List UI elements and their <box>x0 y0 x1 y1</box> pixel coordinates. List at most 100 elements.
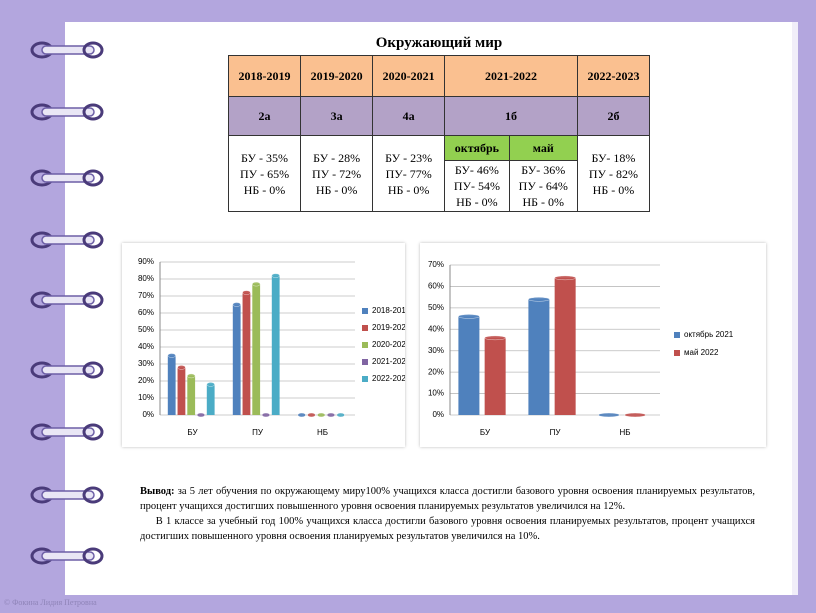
subheader: октябрь <box>444 135 510 161</box>
bar <box>177 367 186 415</box>
ring-icon <box>30 423 104 441</box>
bar-cap <box>297 412 306 418</box>
cell-line: НБ - 0% <box>456 195 498 209</box>
y-tick-label: 50% <box>138 325 154 334</box>
ring-icon <box>30 547 104 565</box>
cell-line: НБ - 0% <box>387 182 430 197</box>
legend-swatch <box>362 325 368 331</box>
bar-cap <box>624 412 646 418</box>
x-tick-label: БУ <box>187 428 198 437</box>
bar-cap <box>187 373 196 379</box>
y-tick-label: 60% <box>428 282 444 291</box>
legend-label: октябрь 2021 <box>684 330 734 339</box>
y-tick-label: 50% <box>428 303 444 312</box>
y-tick-label: 10% <box>428 389 444 398</box>
bar <box>232 304 241 415</box>
y-tick-label: 40% <box>138 342 154 351</box>
year: 2021-2022 <box>444 55 578 97</box>
ring-icon <box>30 103 104 121</box>
year: 2019-2020 <box>300 55 374 97</box>
bar <box>206 384 215 415</box>
bar <box>252 284 261 415</box>
legend-label: 2021-2022 <box>372 357 405 366</box>
cell-line: ПУ- 77% <box>385 166 432 181</box>
subheader: май <box>508 135 578 161</box>
cell-line: БУ- 18% <box>591 150 636 165</box>
cell-line: ПУ- 54% <box>453 179 500 193</box>
year: 2022-2023 <box>576 55 651 97</box>
y-tick-label: 40% <box>428 324 444 333</box>
year: 2018-2019 <box>227 55 302 97</box>
cell-line: БУ- 46% <box>454 163 499 177</box>
bar-cap <box>167 353 176 358</box>
legend-swatch <box>362 376 368 382</box>
y-tick-label: 10% <box>138 393 154 402</box>
footer: © Фокина Лидия Петровна <box>4 598 97 607</box>
x-tick-label: ПУ <box>252 428 264 437</box>
bar <box>484 337 506 415</box>
ring <box>30 486 104 504</box>
bar-cap <box>261 412 271 418</box>
y-tick-label: 20% <box>138 376 154 385</box>
cell: БУ - 35% ПУ - 65% НБ - 0% <box>227 135 302 212</box>
cell: БУ- 36% ПУ - 64% НБ - 0% <box>508 160 578 212</box>
bar-cap <box>177 365 186 370</box>
bar <box>528 299 550 415</box>
bar-cap <box>336 412 345 418</box>
legend-swatch <box>362 308 368 314</box>
bar-cap <box>206 382 215 387</box>
ring-icon <box>30 486 104 504</box>
bar <box>167 355 176 415</box>
cell-line: НБ - 0% <box>522 195 565 209</box>
bar-cap <box>307 412 316 418</box>
bar <box>242 292 251 415</box>
legend-label: май 2022 <box>684 348 719 357</box>
year: 2020-2021 <box>372 55 446 97</box>
bar-cap <box>252 281 261 287</box>
bar-cap <box>232 302 241 307</box>
x-tick-label: НБ <box>619 428 630 437</box>
paragraph: В 1 классе за учебный год 100% учащихся … <box>140 514 755 544</box>
class: 3а <box>300 96 374 136</box>
class: 1б <box>444 96 578 136</box>
text: за 5 лет обучения по окружающему миру100… <box>140 486 755 512</box>
cell-line: БУ - 28% <box>313 150 361 165</box>
y-tick-label: 70% <box>428 260 444 269</box>
legend-label: 2022-2023 <box>372 374 405 383</box>
conclusion: Вывод: за 5 лет обучения по окружающему … <box>140 484 755 544</box>
ring <box>30 231 104 249</box>
cell: БУ - 28% ПУ - 72% НБ - 0% <box>300 135 374 212</box>
ring-icon <box>30 291 104 309</box>
bar <box>458 316 480 415</box>
table-title: Окружающий мир <box>375 35 503 51</box>
y-tick-label: 20% <box>428 367 444 376</box>
bar-cap <box>242 290 251 295</box>
cell-line: НБ - 0% <box>315 182 358 197</box>
bar-cap <box>317 412 326 418</box>
bar-cap <box>196 412 206 418</box>
y-tick-label: 0% <box>432 410 444 419</box>
results-table: 2018-2019 2019-2020 2020-2021 2021-2022 … <box>227 55 651 212</box>
ring <box>30 423 104 441</box>
ring-icon <box>30 231 104 249</box>
bar-cap <box>271 273 280 278</box>
class: 2а <box>227 96 302 136</box>
cell-line: ПУ - 82% <box>588 166 639 181</box>
cell-line: БУ - 23% <box>385 150 433 165</box>
bar-cap <box>554 275 576 281</box>
y-tick-label: 90% <box>138 257 154 266</box>
cell-line: БУ- 36% <box>521 163 566 177</box>
ring <box>30 547 104 565</box>
bar-cap <box>484 335 506 341</box>
cell-line: ПУ - 64% <box>518 179 568 193</box>
bar <box>187 375 196 415</box>
cell: БУ - 23% ПУ- 77% НБ - 0% <box>372 135 446 212</box>
cell-line: НБ - 0% <box>243 182 286 197</box>
ring-icon <box>30 361 104 379</box>
class: 2б <box>576 96 651 136</box>
bar-cap <box>528 297 550 302</box>
cell: БУ- 18% ПУ - 82% НБ - 0% <box>576 135 651 212</box>
legend-label: 2019-2020 <box>372 323 405 332</box>
ring <box>30 291 104 309</box>
